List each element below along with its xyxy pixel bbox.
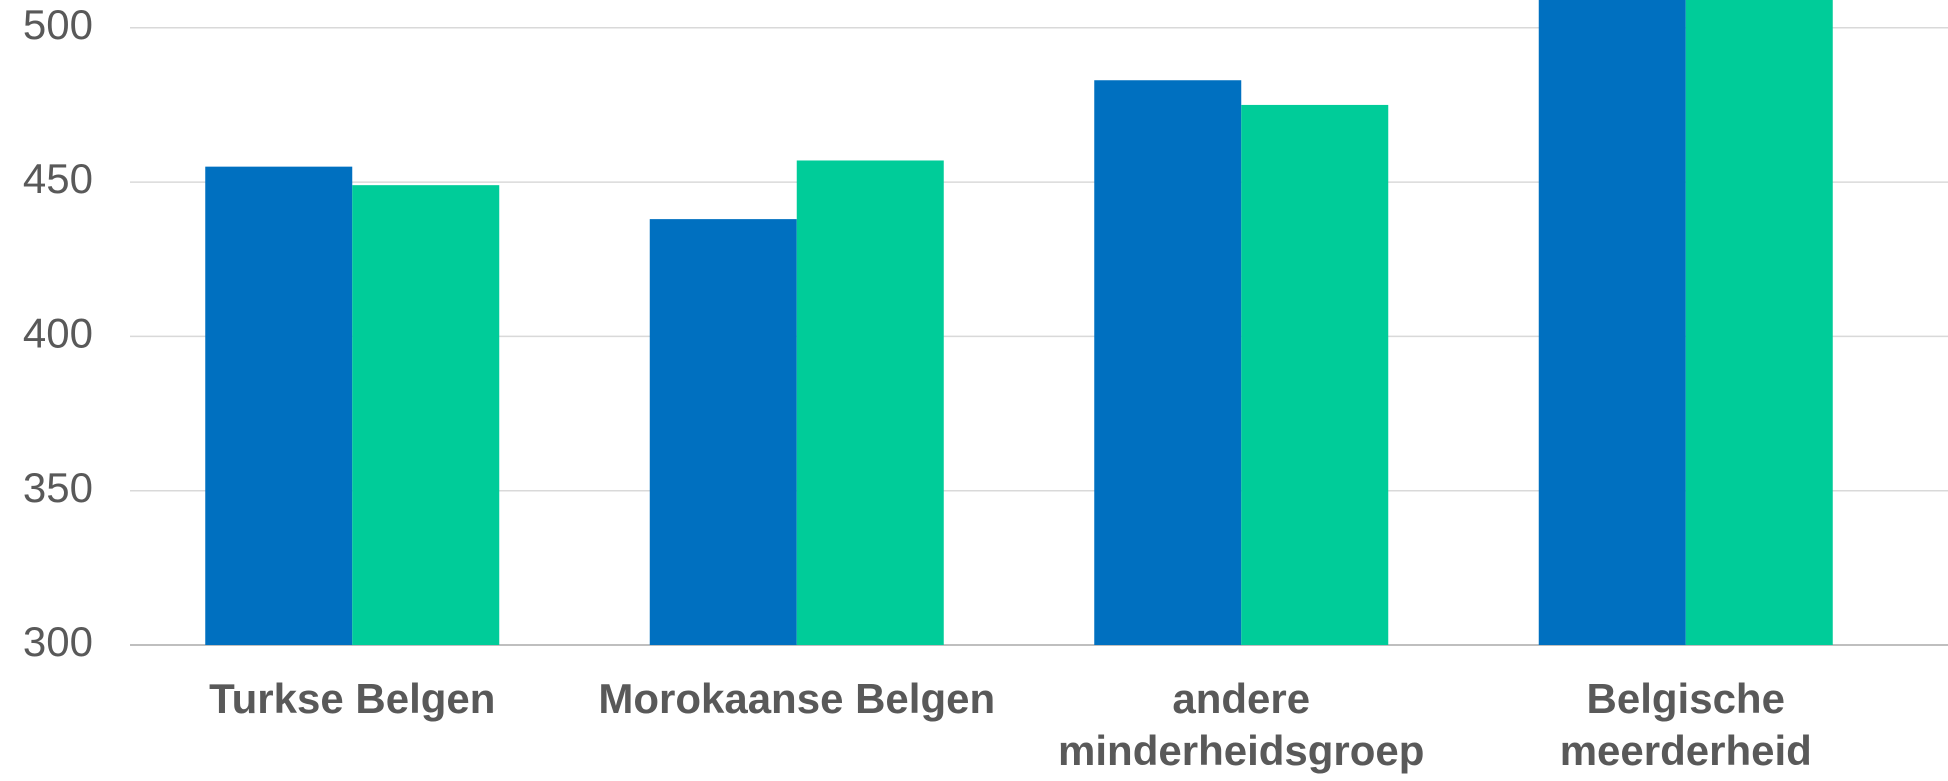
y-tick-label: 350 bbox=[23, 464, 93, 511]
x-tick-label: Turkse Belgen bbox=[209, 675, 495, 722]
x-tick-label: Morokaanse Belgen bbox=[598, 675, 995, 722]
bars bbox=[205, 0, 1833, 646]
bar bbox=[1538, 0, 1686, 646]
x-tick-label: andere minderheidsgroep bbox=[1058, 675, 1424, 774]
bar bbox=[1241, 104, 1389, 646]
bar bbox=[649, 219, 797, 645]
bar bbox=[1094, 80, 1242, 645]
bar bbox=[205, 166, 353, 646]
bar bbox=[352, 185, 500, 645]
y-tick-label: 500 bbox=[23, 1, 93, 48]
y-tick-label: 400 bbox=[23, 309, 93, 356]
bar bbox=[796, 160, 944, 646]
bar bbox=[1685, 0, 1833, 646]
x-tick-label: Belgische meerderheid bbox=[1560, 675, 1812, 774]
y-tick-label: 300 bbox=[23, 618, 93, 665]
y-tick-label: 450 bbox=[23, 155, 93, 202]
